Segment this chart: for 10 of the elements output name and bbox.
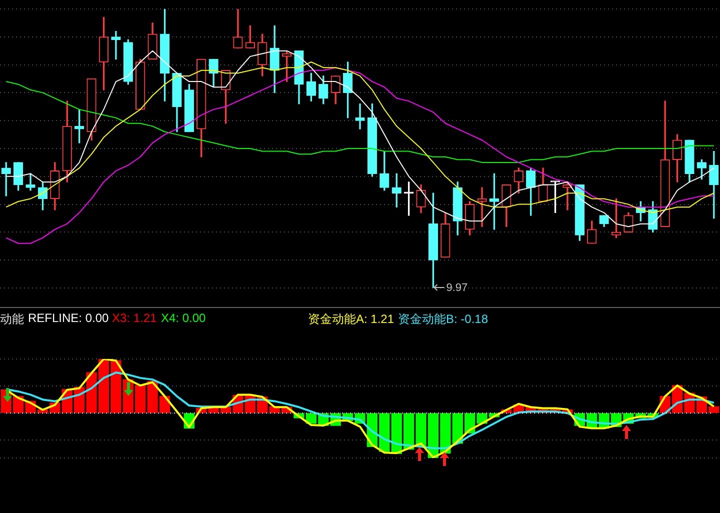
- chart-title: 动能: [0, 311, 24, 328]
- annotation: 9.97: [446, 282, 468, 294]
- candlestick: [355, 104, 365, 130]
- text: X4: 0.00: [161, 311, 206, 325]
- text: REFLINE: 0.00: [28, 311, 109, 325]
- text: 资金动能B: -0.18: [398, 311, 488, 328]
- text: X3: 1.21: [112, 311, 157, 325]
- candlestick: [111, 30, 121, 60]
- candlestick: [477, 187, 487, 227]
- text: 资金动能A: 1.21: [308, 311, 394, 328]
